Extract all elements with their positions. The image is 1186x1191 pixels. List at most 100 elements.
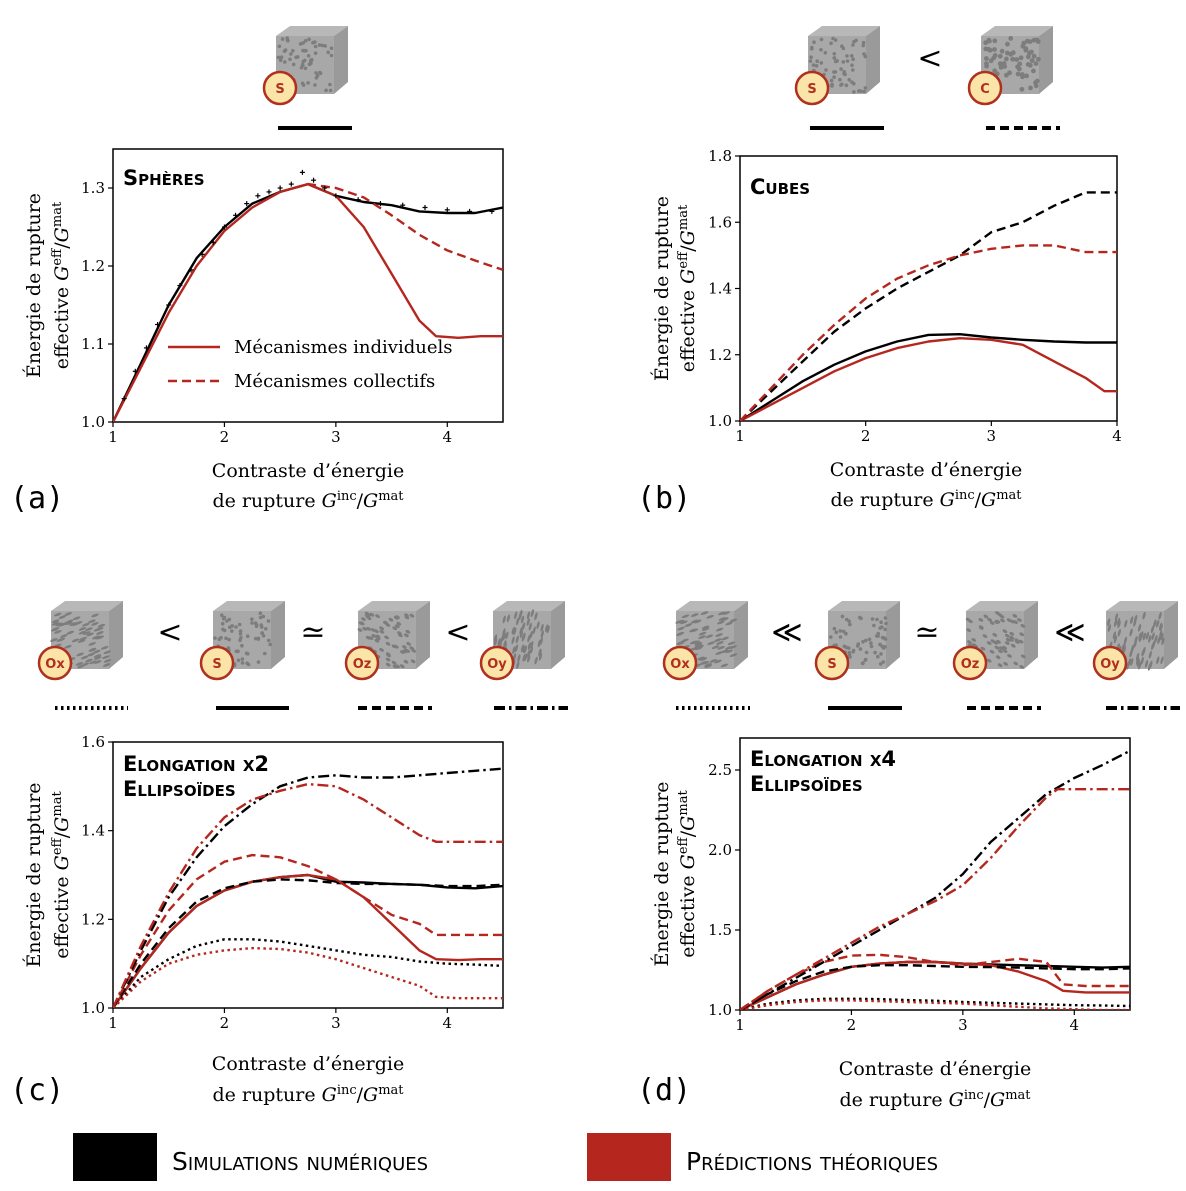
inclusion-grain	[1117, 620, 1121, 629]
inclusion-grain	[852, 90, 856, 94]
x-tick-label: 3	[331, 1014, 341, 1032]
data-point	[121, 396, 127, 402]
y-axis-label-prefix: effective	[51, 870, 73, 958]
inclusion-grain	[1123, 636, 1128, 645]
inclusion-grain	[694, 641, 703, 646]
y-axis-label-math: eff	[50, 836, 65, 855]
inclusion-grain	[371, 634, 377, 638]
inclusion-grain	[77, 639, 86, 643]
inclusion-grain	[829, 41, 833, 46]
inclusion-grain	[1114, 613, 1119, 621]
inclusion-grain	[1134, 614, 1138, 623]
inclusion-grain	[100, 645, 109, 650]
inclusion-grain	[994, 645, 1000, 650]
inclusion-grain	[707, 641, 715, 646]
y-tick-label: 1.5	[708, 921, 732, 939]
badge-circle	[794, 70, 830, 106]
inclusion-grain	[302, 48, 307, 53]
inclusion-grain	[103, 659, 112, 663]
inclusion-grain	[711, 645, 720, 650]
inclusion-grain	[51, 621, 60, 626]
simulations-legend-swatch	[73, 1133, 157, 1181]
inclusion-grain	[228, 625, 232, 629]
inclusion-grain	[1153, 619, 1157, 628]
inclusion-grain	[1002, 649, 1008, 654]
cube-top-face	[493, 601, 565, 611]
ordering-symbol: <	[445, 615, 470, 650]
inclusion-grain	[1033, 61, 1039, 66]
inclusion-grain	[518, 612, 522, 621]
inclusion-grain	[1031, 68, 1036, 74]
theory-legend-swatch	[587, 1133, 671, 1181]
badge-label: S	[275, 82, 284, 97]
inclusion-grain	[385, 662, 391, 667]
inclusion-grain	[1025, 54, 1031, 60]
inclusion-grain	[839, 83, 843, 87]
inclusion-grain	[329, 53, 334, 58]
ellipsoids-x-cube-icon: Ox	[662, 601, 748, 681]
x-axis-label-math: /	[357, 490, 364, 512]
inclusion-grain	[358, 621, 364, 626]
cube-texture	[357, 611, 417, 669]
y-axis-label-math: G	[677, 269, 699, 284]
data-point	[422, 205, 428, 210]
inclusion-grain	[884, 621, 888, 626]
data-point	[132, 368, 138, 374]
cube-side-face	[886, 601, 900, 669]
ordering-symbol: ≪	[1054, 615, 1085, 650]
inclusion-grain	[690, 619, 699, 624]
inclusion-grain	[69, 622, 77, 626]
y-tick-label: 1.0	[708, 412, 732, 430]
inclusion-grain	[306, 81, 310, 85]
inclusion-grain	[230, 629, 234, 633]
inclusion-grain	[676, 632, 684, 636]
inclusion-grain	[1031, 53, 1037, 59]
inclusion-grain	[396, 621, 402, 626]
inclusion-grain	[329, 46, 334, 50]
inclusion-grain	[536, 621, 540, 630]
inclusion-grain	[528, 622, 532, 631]
inclusion-grain	[867, 637, 872, 642]
inclusion-grain	[539, 637, 543, 646]
inclusion-grain	[1130, 616, 1134, 624]
cubes-cube-icon: C	[967, 26, 1053, 106]
data-point	[311, 177, 317, 183]
inclusion-grain	[1006, 618, 1012, 623]
inclusion-grain	[706, 614, 714, 619]
x-tick-label: 3	[331, 428, 341, 446]
inclusion-grain	[841, 60, 846, 64]
inclusion-grain	[994, 620, 999, 625]
x-axis-label-prefix: de rupture	[212, 1084, 321, 1106]
inclusion-grain	[832, 70, 836, 74]
inclusion-grain	[861, 640, 865, 644]
inclusion-grain	[1000, 618, 1005, 623]
inclusion-grain	[1019, 86, 1025, 92]
inclusion-grain	[851, 650, 855, 654]
inclusion-grain	[240, 643, 244, 648]
data-point	[166, 302, 172, 308]
inclusion-grain	[298, 42, 303, 46]
series-theory-dotted	[113, 946, 503, 1008]
inclusion-grain	[538, 652, 543, 661]
cube-side-face	[1164, 601, 1178, 669]
cube-top-face	[1106, 601, 1178, 611]
inclusion-grain	[966, 628, 972, 633]
inclusion-grain	[404, 633, 409, 638]
data-point	[355, 197, 361, 203]
inclusion-grain	[1017, 618, 1022, 622]
series-theory-solid	[113, 182, 503, 422]
x-tick-label: 2	[847, 1016, 857, 1034]
badge-label: Ox	[45, 657, 65, 672]
x-tick-label: 1	[108, 428, 118, 446]
inclusion-grain	[815, 59, 819, 63]
inclusion-grain	[1148, 650, 1152, 659]
inclusion-grain	[1010, 50, 1016, 56]
cube-side-face	[866, 26, 880, 94]
inclusion-grain	[1152, 640, 1156, 649]
x-axis-label-prefix: de rupture	[212, 490, 321, 512]
inclusion-grain	[1112, 631, 1117, 640]
inclusion-grain	[997, 663, 1003, 668]
y-axis-label-math: mat	[50, 201, 65, 227]
inclusion-grain	[1012, 614, 1018, 618]
badge-circle	[967, 70, 1003, 106]
